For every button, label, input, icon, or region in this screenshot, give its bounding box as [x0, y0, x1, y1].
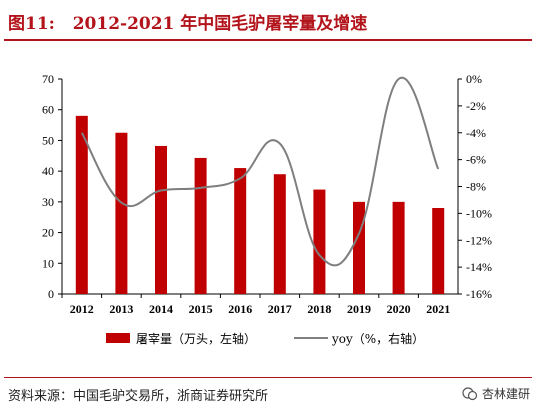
chart-area: 0 10 20 30 40 50 60 70 0% -2% -4% -6% -8% -10% -12% -14… — [42, 72, 492, 346]
bar — [313, 189, 326, 294]
left-tick-label: 30 — [42, 195, 54, 209]
right-tick-label: 0% — [466, 72, 482, 86]
right-tick-label: -8% — [466, 180, 486, 194]
bar-series — [75, 115, 445, 294]
legend-line-label: yoy（%，右轴） — [331, 331, 424, 346]
wechat-icon — [462, 386, 478, 400]
right-tick-label: -4% — [466, 126, 486, 140]
legend-bar-label: 屠宰量（万头，左轴） — [136, 331, 256, 346]
x-tick-label: 2014 — [149, 302, 173, 316]
right-tick-label: -12% — [466, 233, 492, 247]
x-tick-label: 2017 — [268, 302, 292, 316]
x-tick-label: 2021 — [426, 302, 450, 316]
yoy-line — [80, 76, 440, 267]
bar — [115, 132, 128, 294]
right-tick-label: -14% — [466, 260, 492, 274]
bar — [155, 145, 167, 294]
left-tick-label: 0 — [48, 287, 54, 301]
figure-label: 图11: — [8, 14, 55, 34]
right-tick-label: -10% — [466, 206, 492, 220]
figure-title: 2012-2021 年中国毛驴屠宰量及增速 — [72, 14, 368, 34]
left-tick-label: 10 — [42, 256, 54, 270]
left-tick-label: 60 — [42, 103, 54, 117]
bar — [273, 174, 286, 294]
bar — [432, 208, 445, 294]
legend-bar-swatch — [106, 333, 130, 343]
left-tick-label: 20 — [42, 226, 54, 240]
x-tick-label: 2013 — [109, 302, 133, 316]
bar — [392, 201, 405, 294]
source-divider — [4, 377, 532, 378]
x-tick-label: 2012 — [70, 302, 94, 316]
title-divider — [4, 39, 532, 41]
bar — [234, 168, 247, 294]
right-tick-label: -16% — [466, 287, 492, 301]
x-tick-label: 2020 — [387, 302, 411, 316]
title-bar: 图11: 2012-2021 年中国毛驴屠宰量及增速 — [0, 0, 536, 40]
x-tick-label: 2015 — [189, 302, 213, 316]
x-tick-label: 2018 — [307, 302, 331, 316]
right-tick-label: -6% — [466, 153, 486, 167]
x-tick-label: 2019 — [347, 302, 371, 316]
bar — [353, 201, 365, 294]
left-tick-label: 70 — [42, 72, 54, 86]
right-tick-label: -2% — [466, 99, 486, 113]
watermark: 杏林建研 — [462, 385, 530, 402]
x-tick-label: 2016 — [228, 302, 252, 316]
left-tick-label: 50 — [42, 133, 54, 147]
chart-title: 图11: 2012-2021 年中国毛驴屠宰量及增速 — [8, 9, 367, 34]
source-note: 资料来源：中国毛驴交易所，浙商证券研究所 — [8, 389, 269, 404]
axes: 0 10 20 30 40 50 60 70 0% -2% -4% -6% -8% -10% -12% -14… — [42, 72, 492, 316]
left-tick-label: 40 — [42, 164, 54, 178]
bar — [194, 157, 207, 294]
watermark-text: 杏林建研 — [481, 387, 530, 401]
legend: 屠宰量（万头，左轴） yoy（%，右轴） — [106, 331, 424, 346]
bar — [75, 115, 88, 294]
line-series — [80, 76, 440, 267]
